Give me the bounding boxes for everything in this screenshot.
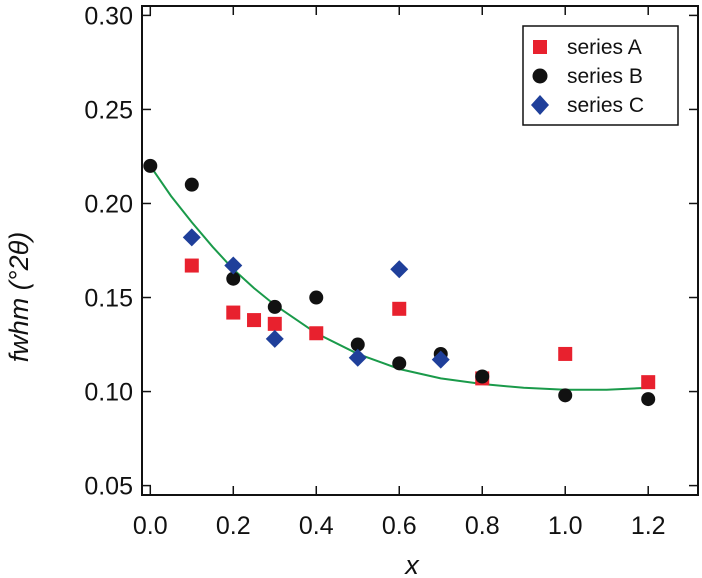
x-tick-label: 1.0 — [548, 512, 583, 540]
y-tick-label: 0.10 — [84, 379, 133, 407]
x-tick-label: 0.6 — [382, 512, 417, 540]
x-tick-label: 1.2 — [631, 512, 666, 540]
data-point-series-b — [350, 337, 365, 352]
x-axis-title: x — [403, 550, 420, 578]
x-axis: 0.0 0.2 0.4 0.6 0.8 1.0 1.2 — [133, 6, 666, 540]
data-point-series-b — [641, 392, 656, 407]
data-point-series-b — [392, 356, 407, 371]
data-point-series-b — [184, 177, 199, 192]
y-tick-label: 0.30 — [84, 2, 133, 30]
x-tick-label: 0.2 — [216, 512, 251, 540]
y-tick-label: 0.05 — [84, 473, 133, 501]
data-point-series-b — [143, 158, 158, 173]
y-axis-title: fwhm (°2θ) — [4, 232, 34, 362]
fit-curve — [149, 165, 649, 391]
data-point-series-a — [392, 301, 407, 316]
y-axis: 0.05 0.10 0.15 0.20 0.25 0.30 — [84, 2, 698, 501]
data-point-series-c — [390, 260, 409, 279]
data-point-series-c — [348, 348, 367, 367]
plot-frame — [141, 5, 699, 496]
data-points-layer — [143, 158, 656, 407]
legend: series A series B series C — [522, 25, 679, 126]
data-point-series-a — [184, 258, 199, 273]
legend-box — [522, 25, 679, 126]
data-point-series-b — [309, 290, 324, 305]
x-tick-label: 0.4 — [299, 512, 334, 540]
data-point-series-a — [558, 346, 573, 361]
data-point-series-c — [431, 350, 450, 369]
x-tick-label: 0.8 — [465, 512, 500, 540]
legend-label-series-b: series B — [567, 65, 643, 88]
data-point-series-c — [265, 329, 284, 348]
legend-marker-series-c — [531, 95, 549, 115]
data-point-series-a — [247, 313, 262, 328]
data-point-series-b — [475, 369, 490, 384]
x-tick-label: 0.0 — [133, 512, 168, 540]
legend-label-series-a: series A — [567, 36, 642, 59]
data-point-series-a — [226, 305, 241, 320]
data-point-series-a — [267, 316, 282, 331]
data-point-series-c — [182, 228, 201, 247]
y-tick-label: 0.20 — [84, 190, 133, 218]
data-point-series-a — [641, 375, 656, 390]
legend-label-series-c: series C — [567, 94, 644, 117]
data-point-series-c — [224, 256, 243, 275]
fit-curve-layer — [149, 165, 649, 391]
legend-marker-series-a — [533, 40, 547, 54]
y-tick-label: 0.15 — [84, 285, 133, 313]
legend-marker-series-b — [532, 68, 548, 84]
data-point-series-a — [309, 326, 324, 341]
data-point-series-b — [558, 388, 573, 403]
y-tick-label: 0.25 — [84, 96, 133, 124]
data-point-series-b — [226, 271, 241, 286]
data-point-series-b — [267, 299, 282, 314]
